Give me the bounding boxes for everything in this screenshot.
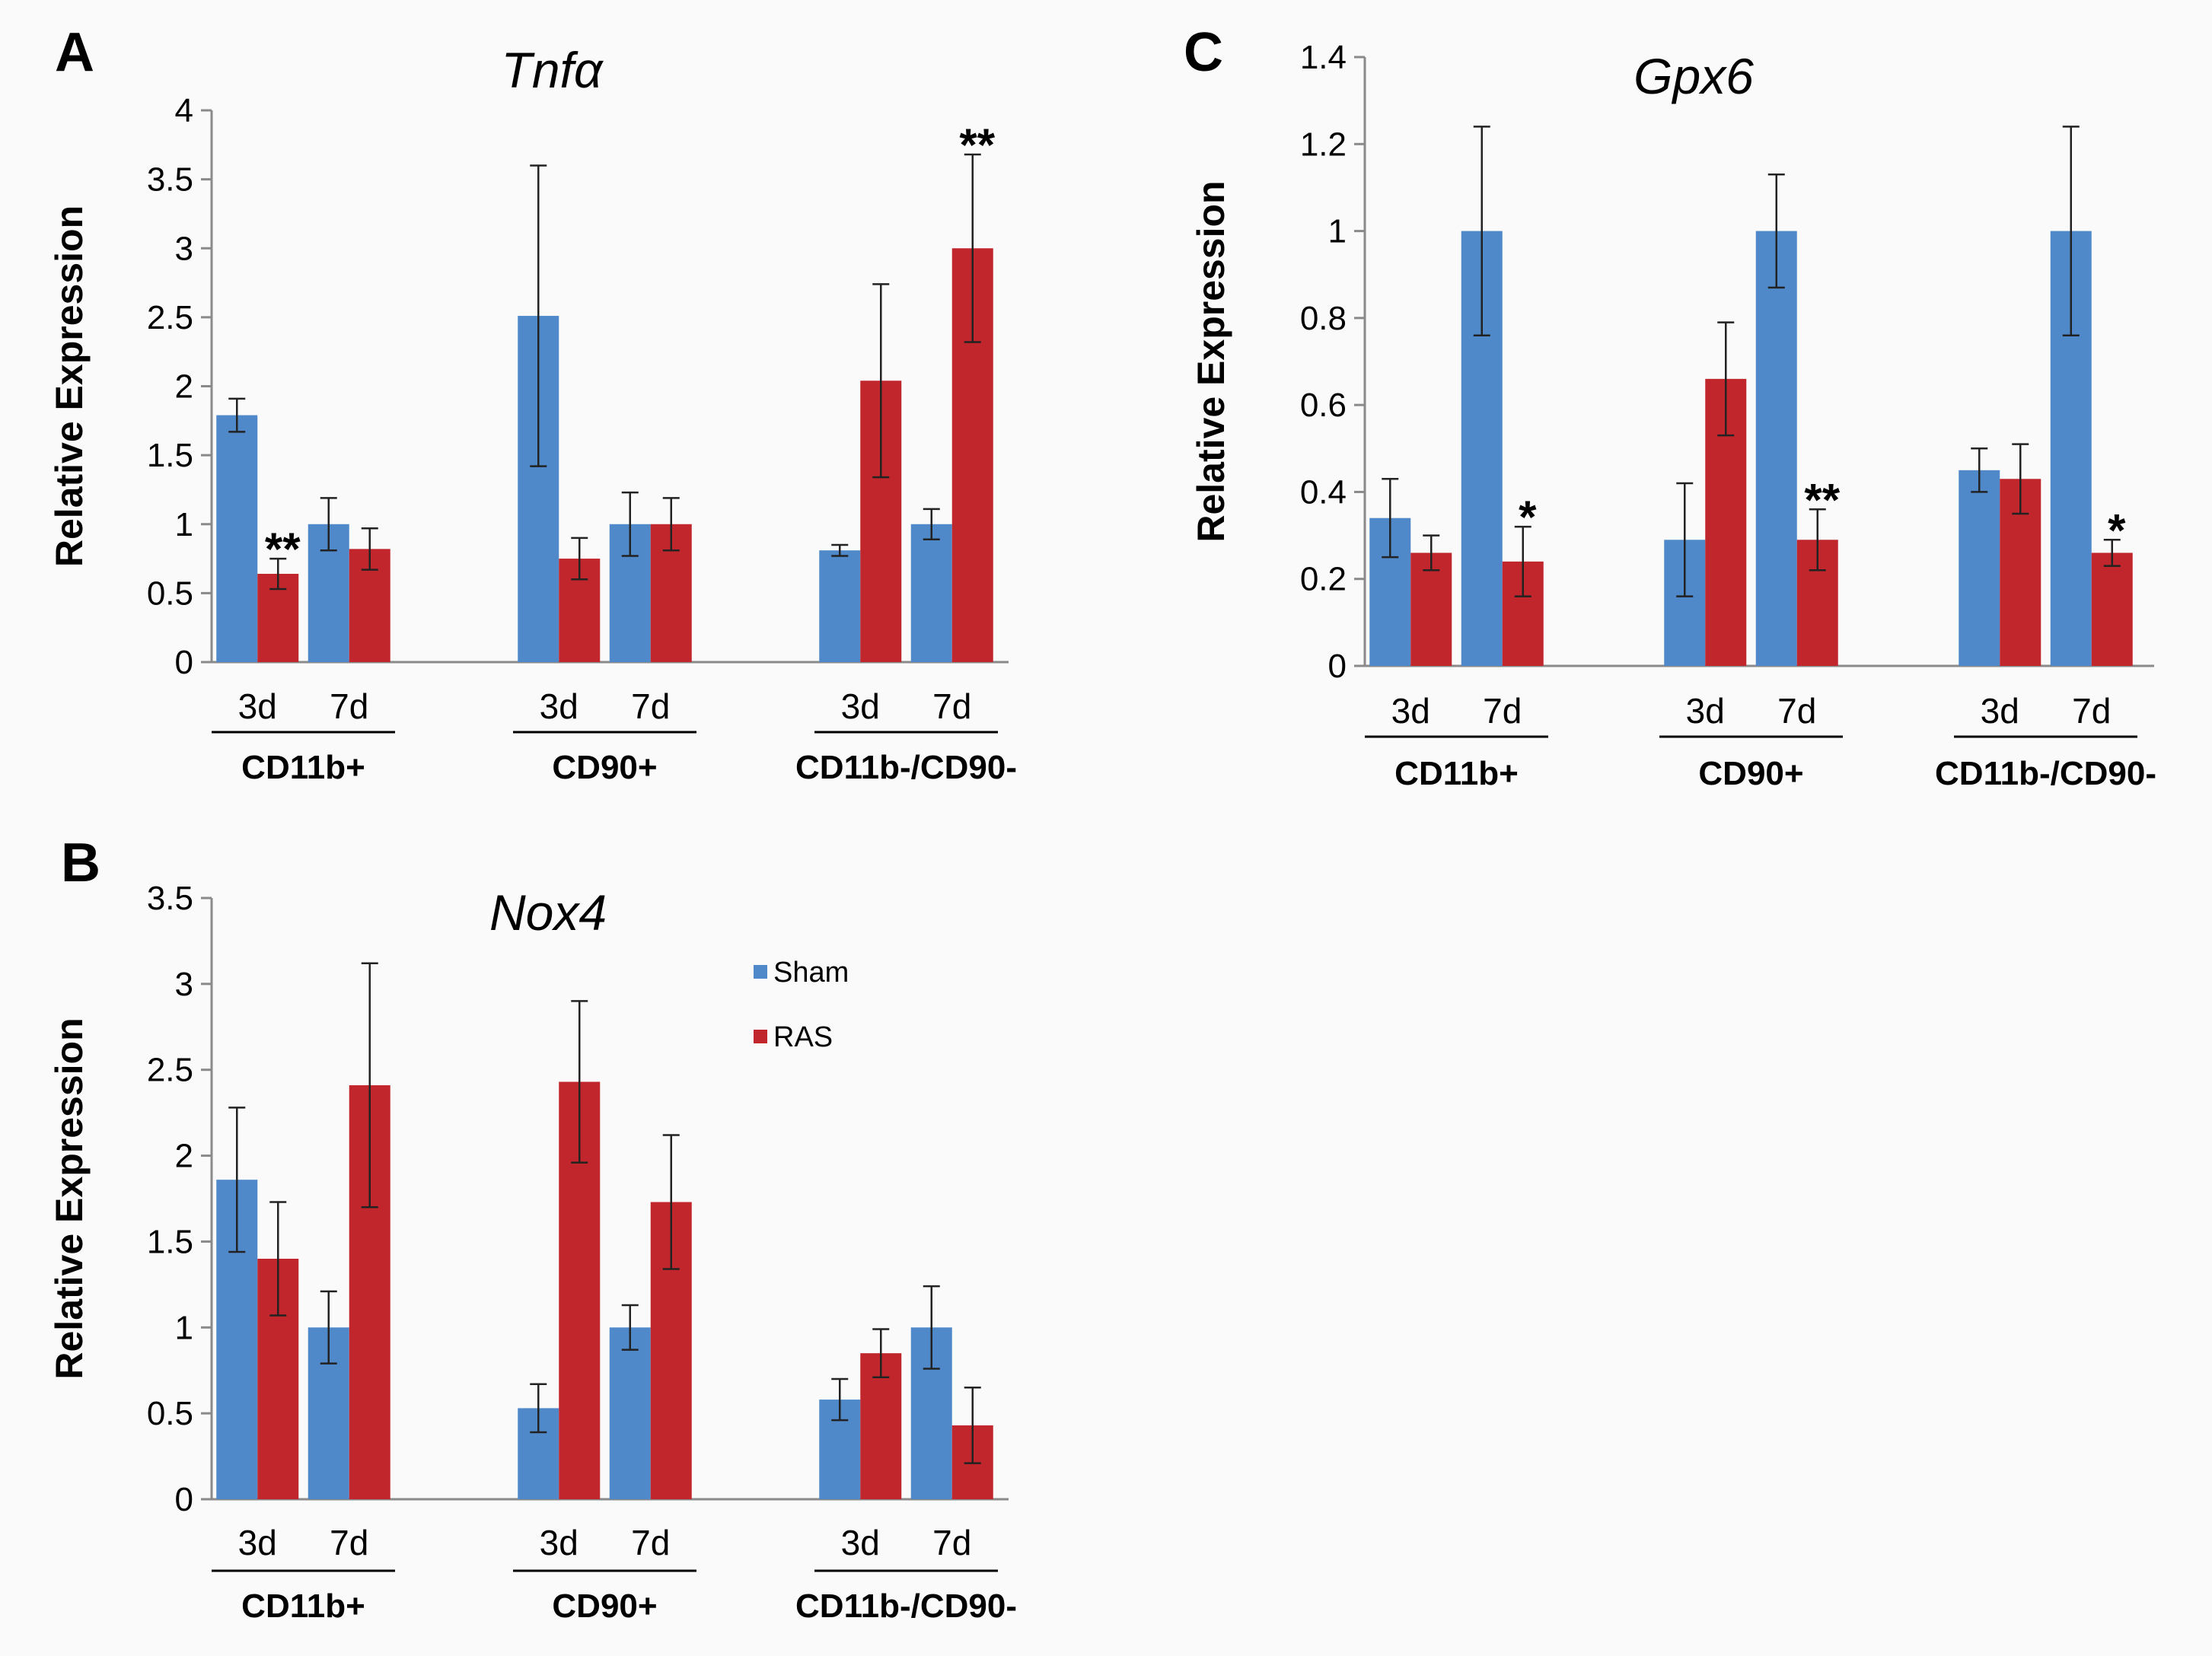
group-label: CD90+ bbox=[552, 1588, 657, 1625]
legend-label-sham: Sham bbox=[773, 957, 849, 989]
y-tick-label: 1.2 bbox=[1300, 126, 1347, 163]
timepoint-label: 7d bbox=[330, 1523, 368, 1562]
group-label: CD11b+ bbox=[241, 749, 365, 786]
y-axis-label: Relative Expression bbox=[48, 1017, 91, 1379]
y-tick-label: 3 bbox=[175, 230, 193, 267]
group-label: CD90+ bbox=[1698, 755, 1803, 792]
y-tick-label: 0.2 bbox=[1300, 561, 1347, 598]
legend-swatch-sham bbox=[754, 965, 767, 979]
bar-sham bbox=[910, 524, 952, 662]
timepoint-label: 7d bbox=[631, 686, 670, 726]
y-axis-label: Relative Expression bbox=[48, 205, 91, 567]
y-tick-label: 2.5 bbox=[147, 1052, 193, 1089]
y-axis-label: Relative Expression bbox=[1190, 180, 1232, 542]
y-tick-label: 1.4 bbox=[1300, 39, 1347, 76]
y-tick-label: 3 bbox=[175, 966, 193, 1003]
timepoint-label: 3d bbox=[1981, 691, 2019, 731]
chart-panel-a: A Tnfα Relative Expression 0 0.5 1 1.5 2 2.5 3 3.5… bbox=[48, 22, 1017, 786]
timepoint-label: 7d bbox=[932, 686, 971, 726]
chart-title: Nox4 bbox=[489, 884, 607, 941]
y-tick-label: 0 bbox=[175, 644, 193, 681]
bar-sham bbox=[609, 1327, 651, 1499]
bar-sham bbox=[1959, 470, 2000, 666]
timepoint-label: 7d bbox=[932, 1523, 971, 1562]
chart-title: Tnfα bbox=[502, 42, 604, 98]
significance-marker: ** bbox=[959, 119, 995, 170]
panel-letter: C bbox=[1184, 22, 1223, 83]
timepoint-label: 7d bbox=[330, 686, 368, 726]
group-label: CD11b-/CD90- bbox=[795, 749, 1017, 786]
y-tick-label: 0.6 bbox=[1300, 387, 1347, 424]
y-tick-label: 2.5 bbox=[147, 299, 193, 336]
timepoint-label: 3d bbox=[540, 686, 578, 726]
y-tick-label: 2 bbox=[175, 368, 193, 406]
y-tick-label: 0.4 bbox=[1300, 473, 1347, 511]
legend-label-ras: RAS bbox=[773, 1021, 833, 1053]
timepoint-label: 3d bbox=[1391, 691, 1430, 731]
timepoint-label: 7d bbox=[631, 1523, 670, 1562]
y-tick-label: 0 bbox=[175, 1481, 193, 1518]
significance-marker: ** bbox=[265, 524, 301, 575]
timepoint-label: 3d bbox=[1686, 691, 1725, 731]
group-label: CD90+ bbox=[552, 749, 657, 786]
timepoint-label: 3d bbox=[841, 1523, 880, 1562]
bar-sham bbox=[1755, 231, 1797, 667]
y-tick-label: 1 bbox=[1328, 213, 1347, 250]
y-tick-label: 1 bbox=[175, 506, 193, 543]
y-tick-label: 3.5 bbox=[147, 161, 193, 199]
timepoint-label: 3d bbox=[841, 686, 880, 726]
y-tick-label: 1 bbox=[175, 1309, 193, 1346]
group-label: CD11b-/CD90- bbox=[1935, 755, 2156, 792]
group-label: CD11b+ bbox=[1394, 755, 1519, 792]
legend-swatch-ras bbox=[754, 1030, 767, 1043]
bar-sham bbox=[819, 550, 861, 662]
y-tick-label: 3.5 bbox=[147, 880, 193, 917]
timepoint-label: 7d bbox=[1483, 691, 1522, 731]
y-tick-label: 0.5 bbox=[147, 575, 193, 612]
timepoint-label: 7d bbox=[1777, 691, 1816, 731]
panel-letter: A bbox=[55, 22, 94, 83]
y-tick-label: 0 bbox=[1328, 648, 1347, 685]
significance-marker: ** bbox=[1804, 474, 1840, 525]
panel-letter: B bbox=[61, 833, 100, 893]
chart-title: Gpx6 bbox=[1634, 48, 1754, 104]
group-label: CD11b-/CD90- bbox=[795, 1588, 1017, 1625]
y-tick-label: 1.5 bbox=[147, 437, 193, 474]
bar-sham bbox=[216, 415, 258, 662]
chart-panel-c: C Gpx6 Relative Expression 0 0.2 0.4 0.6 0.8 1 1.… bbox=[1184, 22, 2156, 792]
timepoint-label: 7d bbox=[2072, 691, 2111, 731]
significance-marker: * bbox=[2108, 505, 2126, 556]
bar-ras bbox=[1410, 553, 1452, 666]
timepoint-label: 3d bbox=[238, 1523, 277, 1562]
significance-marker: * bbox=[1519, 492, 1537, 543]
timepoint-label: 3d bbox=[238, 686, 277, 726]
y-tick-label: 0.8 bbox=[1300, 300, 1347, 337]
y-tick-label: 1.5 bbox=[147, 1223, 193, 1260]
y-tick-label: 2 bbox=[175, 1138, 193, 1175]
y-tick-label: 0.5 bbox=[147, 1395, 193, 1432]
chart-panel-b: B Nox4 Relative Expression 0 0.5 1 1.5 2 2.5 3 3.5… bbox=[48, 833, 1017, 1625]
bar-ras bbox=[2091, 553, 2133, 666]
timepoint-label: 3d bbox=[540, 1523, 578, 1562]
group-label: CD11b+ bbox=[241, 1588, 365, 1625]
y-tick-label: 4 bbox=[175, 92, 193, 129]
